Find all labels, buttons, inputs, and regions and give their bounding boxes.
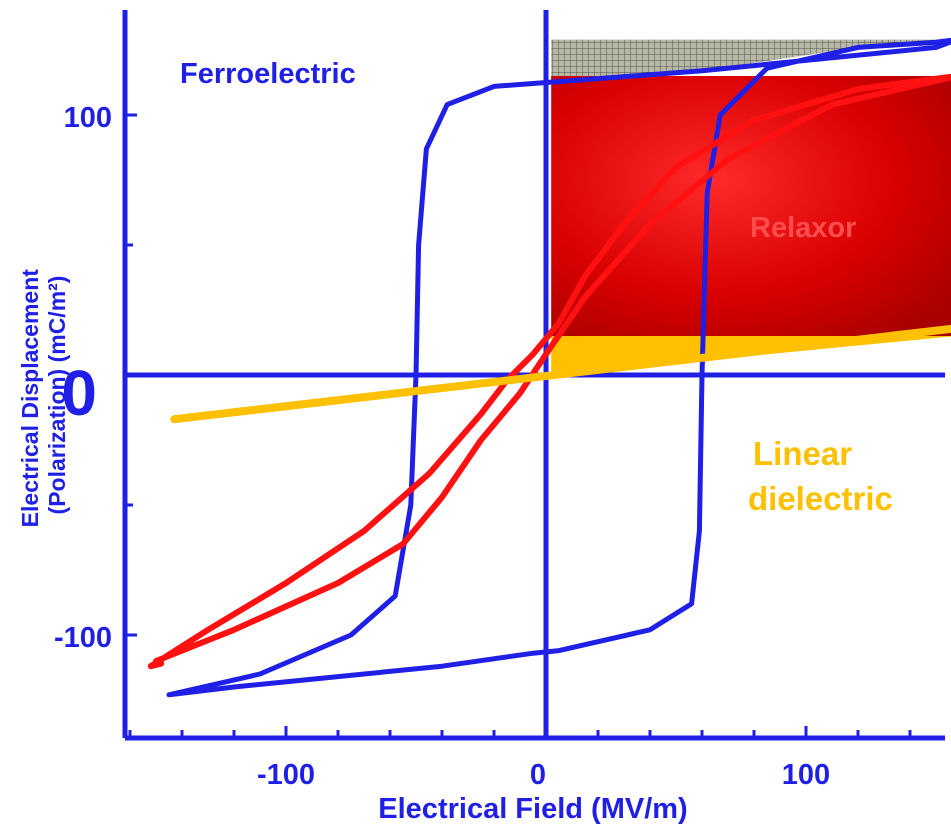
tick-marks	[125, 113, 912, 738]
y-axis-title-line2: (Polarization) (mC/m²)	[44, 276, 70, 515]
series-curves	[147, 37, 951, 698]
ferroelectric-energy-region	[551, 39, 951, 79]
y-axis-title-line1: Electrical Displacement	[17, 269, 43, 528]
y-tick-label: 100	[64, 102, 112, 134]
ferroelectric-label: Ferroelectric	[180, 58, 356, 90]
ferroelectric-curve	[166, 37, 951, 698]
x-tick-label: 100	[782, 759, 830, 791]
y-tick-label: 0	[61, 357, 97, 429]
relaxor-curve	[147, 73, 951, 670]
chart-labels: -100 0 100 100 0 -100 Ferroelectric Relaxor Line…	[54, 58, 893, 791]
linear-label: Linear	[753, 435, 852, 472]
dielectric-label: dielectric	[748, 480, 893, 517]
relaxor-energy-region	[551, 76, 951, 336]
y-axis-title: Electrical Displacement (Polarization) (…	[17, 263, 70, 528]
y-tick-label: -100	[54, 622, 112, 654]
relaxor-label: Relaxor	[750, 212, 856, 244]
x-tick-label: -100	[257, 759, 315, 791]
linear-dielectric-curve	[170, 324, 951, 424]
x-axis-title: Electrical Field (MV/m)	[378, 793, 687, 825]
x-tick-label: 0	[530, 759, 546, 791]
